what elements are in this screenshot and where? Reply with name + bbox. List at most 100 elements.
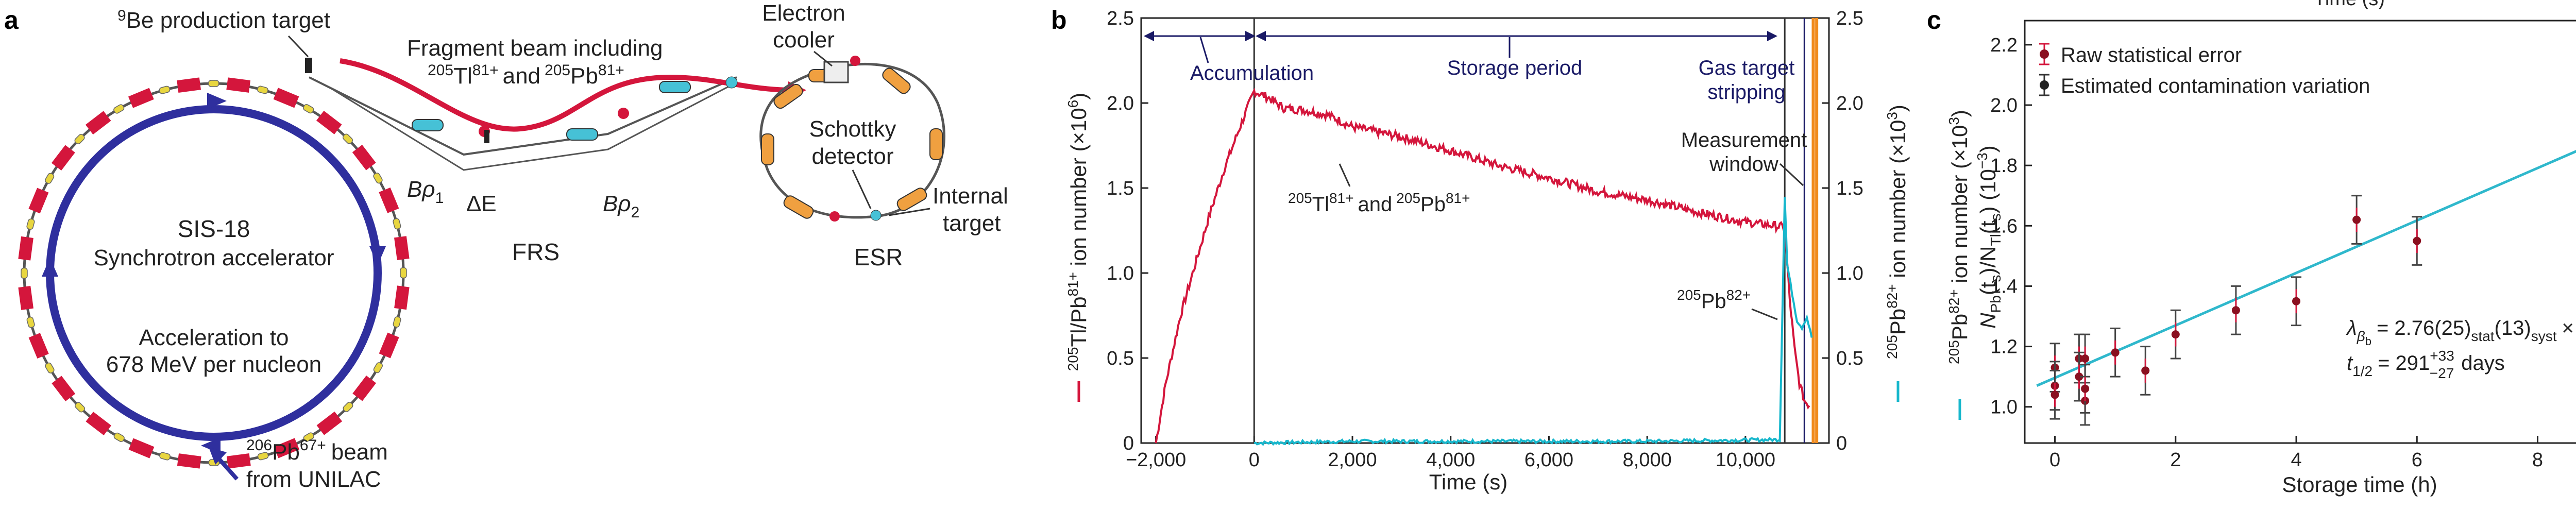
quadrupole-magnet bbox=[113, 104, 125, 114]
y-tick-label-right: 0 bbox=[1836, 433, 1847, 454]
quadrupole-magnet bbox=[373, 362, 383, 373]
plot-c-xlabel: Storage time (h) bbox=[2282, 472, 2437, 497]
brho1-label: Bρ1 bbox=[407, 177, 444, 207]
dipole-magnet bbox=[273, 88, 299, 108]
quadrupole-magnet bbox=[257, 452, 269, 461]
plot-c-legend: Raw statistical error Estimated contamin… bbox=[2039, 43, 2370, 97]
dipole-magnet bbox=[18, 236, 33, 261]
y-tick-label-right: 0.5 bbox=[1836, 348, 1863, 369]
accumulation-label: Accumulation bbox=[1190, 62, 1314, 84]
x-tick-label: 0 bbox=[2049, 449, 2060, 471]
degrader bbox=[484, 130, 489, 143]
panel-a-letter: a bbox=[4, 6, 19, 35]
sis18-title: SIS-18 bbox=[178, 215, 250, 242]
data-point bbox=[2080, 364, 2091, 414]
x-tick-label: 8,000 bbox=[1623, 449, 1672, 471]
quadrupole-magnet bbox=[45, 362, 55, 373]
svg-text:205Pb82+ ion number (×103): 205Pb82+ ion number (×103) bbox=[1884, 105, 1910, 359]
plot-c-frame bbox=[2024, 20, 2576, 444]
x-tick-label: 10,000 bbox=[1716, 449, 1775, 471]
lambda-equation: λβb= 2.76(25)stat(13)syst× 10−8s−1 bbox=[2346, 314, 2576, 348]
dipole-magnet bbox=[18, 285, 33, 310]
x-tick-label: 0 bbox=[1249, 449, 1260, 471]
dipole-magnet bbox=[352, 144, 376, 171]
quadrupole-magnet bbox=[303, 432, 314, 442]
y-tick-label: 1.8 bbox=[1990, 155, 2018, 177]
x-tick-label: 2,000 bbox=[1328, 449, 1377, 471]
ring-arrow-left bbox=[42, 258, 58, 277]
production-target-label: 9Be production target bbox=[117, 7, 330, 33]
dipole-magnet bbox=[177, 453, 201, 469]
plot-b-frame bbox=[1140, 17, 1830, 444]
panel-b: b −2,000 0 2,000 4,000 6,000 8,000 10,00000.51… bbox=[1051, 6, 1910, 494]
gas-target-line1: Gas target bbox=[1699, 57, 1795, 79]
y-tick-label-left: 0 bbox=[1123, 433, 1134, 454]
target-leader bbox=[287, 35, 309, 58]
cooler-leader bbox=[814, 50, 833, 67]
x-tick-label: 8 bbox=[2532, 449, 2543, 471]
svg-text:205Pb82+ ion number (×103): 205Pb82+ ion number (×103) bbox=[1946, 110, 1972, 364]
plot-c-points bbox=[2049, 195, 2422, 426]
data-point bbox=[2230, 285, 2241, 335]
electron-cooler-line2: cooler bbox=[773, 27, 835, 53]
quadrupole-magnet bbox=[373, 173, 383, 184]
fragment-beam-line2: 205Tl81+ and 205Pb81+ bbox=[428, 62, 624, 89]
measurement-window-line1: Measurement bbox=[1681, 129, 1807, 151]
dipole-magnet bbox=[85, 111, 111, 135]
internal-target-leader bbox=[888, 208, 930, 216]
quadrupole-magnet bbox=[393, 218, 401, 230]
fragment-beam-path bbox=[340, 58, 794, 132]
legend-estimated-variation: Estimated contamination variation bbox=[2061, 75, 2370, 97]
quadrupole-magnet bbox=[393, 316, 401, 328]
delta-e-label: ΔE bbox=[466, 191, 497, 216]
electron-cooler-device bbox=[823, 61, 849, 83]
pb-82-annotation: 205Pb82+ bbox=[1677, 287, 1751, 313]
quadrupole-magnet bbox=[303, 104, 314, 114]
dipole-magnet bbox=[316, 110, 342, 134]
x-tick-label: 6,000 bbox=[1524, 449, 1573, 471]
quadrupole-magnet bbox=[342, 133, 353, 144]
x-tick-label: 4 bbox=[2291, 449, 2301, 471]
acceleration-line1: Acceleration to bbox=[139, 325, 289, 350]
plot-c-ticks: 02468101.01.21.41.61.82.02.2 bbox=[1990, 35, 2543, 471]
dipole-magnet bbox=[28, 333, 49, 359]
y-tick-label-left: 2.5 bbox=[1107, 8, 1134, 29]
storage-period-label: Storage period bbox=[1447, 57, 1582, 79]
dipole-magnet bbox=[28, 188, 49, 214]
y-tick-label-right: 2.5 bbox=[1836, 8, 1863, 29]
y-tick-label: 1.2 bbox=[1990, 336, 2018, 358]
quadrupole-magnet bbox=[45, 173, 55, 184]
data-point bbox=[2170, 309, 2181, 360]
pb-82-leader bbox=[1751, 308, 1778, 320]
x-tick-label: 6 bbox=[2412, 449, 2422, 471]
sis18-subtitle: Synchrotron accelerator bbox=[93, 245, 334, 270]
data-point bbox=[2049, 369, 2060, 420]
dipole-magnet bbox=[128, 438, 155, 458]
y-tick-label: 2.0 bbox=[1990, 95, 2018, 116]
plot-c-ylabel: 205Pb82+ ion number (×103) bbox=[1946, 110, 1972, 420]
quadrupole-magnet bbox=[21, 267, 28, 279]
electron-cooler-line1: Electron bbox=[762, 1, 845, 26]
dipole-magnet bbox=[379, 187, 399, 213]
y-tick-label: 1.0 bbox=[1990, 397, 2018, 418]
half-life-equation: t1/2 = 291+33 −27 days bbox=[2347, 348, 2505, 381]
quadrupole-magnet bbox=[257, 86, 268, 94]
internal-target-line1: Internal bbox=[933, 183, 1008, 209]
frs-outline-lower bbox=[329, 84, 732, 171]
x-tick-label: 4,000 bbox=[1426, 449, 1475, 471]
dipole-magnet bbox=[394, 285, 410, 310]
dipole-magnet bbox=[352, 375, 377, 401]
y-tick-label: 1.6 bbox=[1990, 215, 2018, 237]
dipole-magnet bbox=[86, 412, 112, 436]
quadrupole-magnet bbox=[113, 432, 125, 442]
data-point bbox=[2074, 351, 2084, 402]
svg-text:205Tl/Pb81+ ion number (×106): 205Tl/Pb81+ ion number (×106) bbox=[1065, 93, 1091, 371]
ring-arrow-top bbox=[207, 93, 227, 109]
y-tick-label-left: 2.0 bbox=[1107, 93, 1134, 114]
y-tick-label-right: 1.5 bbox=[1836, 178, 1863, 199]
data-point bbox=[2140, 346, 2151, 396]
panel-b-letter: b bbox=[1051, 6, 1067, 35]
panel-c-letter: c bbox=[1927, 6, 1941, 35]
panel-a: a SIS-18 Synchrotron accelerator Acceler… bbox=[4, 1, 1008, 492]
data-point bbox=[2291, 276, 2302, 327]
